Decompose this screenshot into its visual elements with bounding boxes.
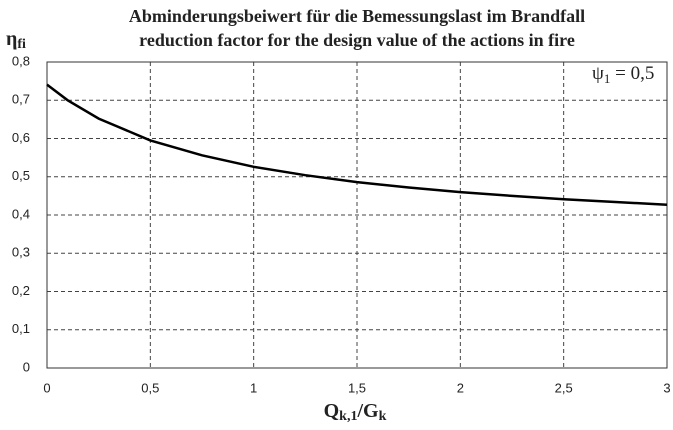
plot-frame (46, 61, 668, 369)
x-tick-label: 2 (457, 380, 464, 395)
annotation-value: = 0,5 (610, 63, 654, 84)
y-tick-label: 0,5 (12, 168, 30, 183)
x-label-sub2: k (379, 409, 387, 424)
y-label-sub: fi (17, 37, 26, 52)
annotation: ψ1 = 0,5 (592, 63, 654, 86)
y-axis-label: ηfi (6, 28, 26, 53)
x-label-main2: /G (356, 400, 379, 422)
x-label-sub: k,1 (339, 409, 357, 424)
y-tick-label: 0,3 (12, 245, 30, 260)
y-tick-label: 0,4 (12, 206, 30, 221)
annotation-symbol: ψ (592, 63, 604, 84)
x-tick-label: 1 (250, 380, 257, 395)
x-tick-label: 2,5 (555, 380, 573, 395)
chart-title: Abminderungsbeiwert für die Bemessungsla… (129, 6, 585, 26)
x-label-main: Q (324, 400, 340, 422)
x-tick-label: 3 (663, 380, 670, 395)
y-tick-label: 0,1 (12, 321, 30, 336)
x-tick-label: 0 (43, 380, 50, 395)
y-tick-label: 0,6 (12, 130, 30, 145)
chart-subtitle: reduction factor for the design value of… (139, 30, 575, 50)
y-tick-label: 0,7 (12, 92, 30, 107)
y-tick-label: 0 (23, 359, 30, 374)
annotation-sub: 1 (604, 71, 611, 86)
y-tick-label: 0,2 (12, 283, 30, 298)
x-axis-label: Qk,1/Gk (324, 400, 387, 425)
curve (46, 83, 668, 206)
y-label-main: η (6, 28, 17, 50)
x-tick-label: 1,5 (348, 380, 366, 395)
x-tick-label: 0,5 (141, 380, 159, 395)
y-tick-label: 0,8 (12, 53, 30, 68)
